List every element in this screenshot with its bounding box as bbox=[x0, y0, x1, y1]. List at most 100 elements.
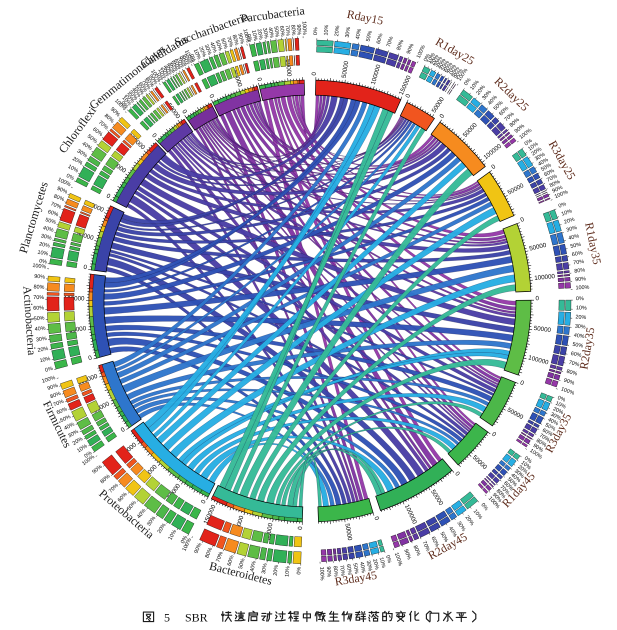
svg-text:100%: 100% bbox=[301, 21, 307, 35]
svg-text:20%: 20% bbox=[552, 406, 564, 416]
svg-text:60%: 60% bbox=[430, 536, 440, 549]
svg-text:50%: 50% bbox=[34, 316, 45, 323]
svg-text:100%: 100% bbox=[560, 386, 575, 396]
svg-text:0%: 0% bbox=[119, 100, 129, 110]
svg-text:80%: 80% bbox=[535, 438, 548, 449]
svg-text:20%: 20% bbox=[38, 242, 50, 250]
svg-text:0: 0 bbox=[105, 193, 112, 201]
svg-text:30%: 30% bbox=[566, 225, 578, 234]
svg-text:50%: 50% bbox=[438, 531, 449, 544]
svg-text:20%: 20% bbox=[157, 522, 168, 534]
svg-text:90%: 90% bbox=[491, 492, 503, 504]
svg-text:10%: 10% bbox=[39, 356, 51, 364]
svg-text:30%: 30% bbox=[455, 520, 466, 532]
svg-text:60%: 60% bbox=[376, 33, 385, 45]
svg-text:30%: 30% bbox=[261, 27, 269, 39]
svg-text:10%: 10% bbox=[120, 95, 132, 107]
svg-text:60%: 60% bbox=[572, 250, 584, 258]
svg-text:10%: 10% bbox=[37, 250, 49, 258]
svg-text:Rday15: Rday15 bbox=[346, 7, 385, 28]
svg-text:0: 0 bbox=[200, 498, 208, 505]
svg-text:50%: 50% bbox=[59, 414, 72, 424]
svg-text:40%: 40% bbox=[447, 526, 458, 539]
svg-text:100%: 100% bbox=[554, 189, 569, 200]
svg-text:0: 0 bbox=[438, 112, 446, 119]
svg-text:10%: 10% bbox=[561, 208, 573, 217]
svg-text:30%: 30% bbox=[36, 336, 48, 344]
svg-text:100%: 100% bbox=[393, 552, 403, 567]
svg-text:0%: 0% bbox=[524, 138, 534, 148]
svg-text:70%: 70% bbox=[108, 483, 120, 495]
svg-text:80%: 80% bbox=[103, 113, 115, 125]
svg-text:60%: 60% bbox=[172, 58, 183, 71]
svg-text:50%: 50% bbox=[238, 558, 247, 570]
svg-text:100%: 100% bbox=[183, 49, 195, 64]
svg-text:20%: 20% bbox=[197, 46, 207, 58]
svg-text:40%: 40% bbox=[63, 421, 76, 431]
svg-text:90%: 90% bbox=[56, 186, 68, 196]
svg-text:90%: 90% bbox=[181, 53, 191, 66]
svg-text:0%: 0% bbox=[384, 555, 392, 564]
svg-text:40%: 40% bbox=[208, 41, 218, 53]
svg-text:70%: 70% bbox=[546, 173, 559, 183]
svg-text:50000: 50000 bbox=[341, 60, 351, 79]
svg-text:70%: 70% bbox=[504, 111, 516, 123]
svg-text:20%: 20% bbox=[334, 25, 341, 37]
svg-text:90%: 90% bbox=[194, 542, 204, 554]
svg-text:70%: 70% bbox=[538, 433, 551, 444]
svg-text:50%: 50% bbox=[351, 563, 359, 575]
svg-text:0%: 0% bbox=[180, 535, 189, 545]
svg-text:0%: 0% bbox=[463, 77, 473, 87]
svg-text:100%: 100% bbox=[318, 567, 325, 581]
svg-text:40%: 40% bbox=[249, 560, 257, 572]
svg-text:40%: 40% bbox=[573, 333, 585, 340]
svg-text:40%: 40% bbox=[267, 27, 275, 39]
svg-text:30%: 30% bbox=[203, 44, 213, 56]
svg-text:80%: 80% bbox=[178, 55, 188, 68]
svg-text:0: 0 bbox=[372, 516, 380, 522]
svg-text:50%: 50% bbox=[272, 26, 279, 38]
svg-text:10%: 10% bbox=[76, 443, 88, 454]
svg-text:40%: 40% bbox=[130, 87, 142, 99]
svg-text:70%: 70% bbox=[421, 540, 431, 553]
svg-text:10%: 10% bbox=[527, 141, 539, 152]
svg-text:30%: 30% bbox=[575, 324, 587, 331]
svg-text:0%: 0% bbox=[83, 450, 93, 460]
svg-text:0%: 0% bbox=[313, 27, 319, 35]
svg-text:70%: 70% bbox=[50, 201, 62, 210]
svg-text:90%: 90% bbox=[453, 68, 464, 80]
svg-text:30%: 30% bbox=[40, 233, 52, 241]
svg-text:20%: 20% bbox=[273, 564, 280, 576]
svg-text:70%: 70% bbox=[225, 36, 234, 48]
svg-text:90%: 90% bbox=[514, 123, 526, 135]
svg-text:20%: 20% bbox=[575, 314, 586, 321]
svg-text:80%: 80% bbox=[289, 25, 296, 36]
svg-text:70%: 70% bbox=[568, 360, 580, 368]
svg-text:40%: 40% bbox=[547, 417, 560, 427]
svg-text:10%: 10% bbox=[554, 401, 566, 411]
svg-text:30%: 30% bbox=[67, 429, 80, 440]
svg-text:60%: 60% bbox=[541, 428, 554, 439]
svg-text:40%: 40% bbox=[568, 233, 580, 241]
svg-text:0: 0 bbox=[180, 108, 188, 115]
svg-text:50%: 50% bbox=[134, 84, 146, 96]
svg-text:0: 0 bbox=[453, 470, 461, 478]
svg-text:40%: 40% bbox=[509, 472, 521, 484]
svg-text:R3day45: R3day45 bbox=[334, 568, 378, 589]
svg-text:90%: 90% bbox=[34, 274, 45, 281]
svg-text:80%: 80% bbox=[204, 547, 214, 559]
svg-text:0%: 0% bbox=[558, 201, 568, 209]
svg-text:30%: 30% bbox=[513, 468, 525, 480]
svg-text:100000: 100000 bbox=[534, 273, 556, 282]
svg-text:20%: 20% bbox=[516, 464, 528, 476]
svg-text:20%: 20% bbox=[371, 558, 379, 570]
svg-text:70%: 70% bbox=[175, 57, 186, 70]
svg-text:20%: 20% bbox=[430, 54, 440, 67]
svg-text:90%: 90% bbox=[532, 443, 544, 454]
svg-text:100%: 100% bbox=[32, 263, 47, 271]
svg-text:80%: 80% bbox=[231, 34, 240, 46]
svg-text:0: 0 bbox=[519, 216, 525, 224]
svg-text:60%: 60% bbox=[117, 491, 129, 503]
svg-text:0: 0 bbox=[311, 71, 318, 75]
svg-text:90%: 90% bbox=[109, 106, 121, 118]
